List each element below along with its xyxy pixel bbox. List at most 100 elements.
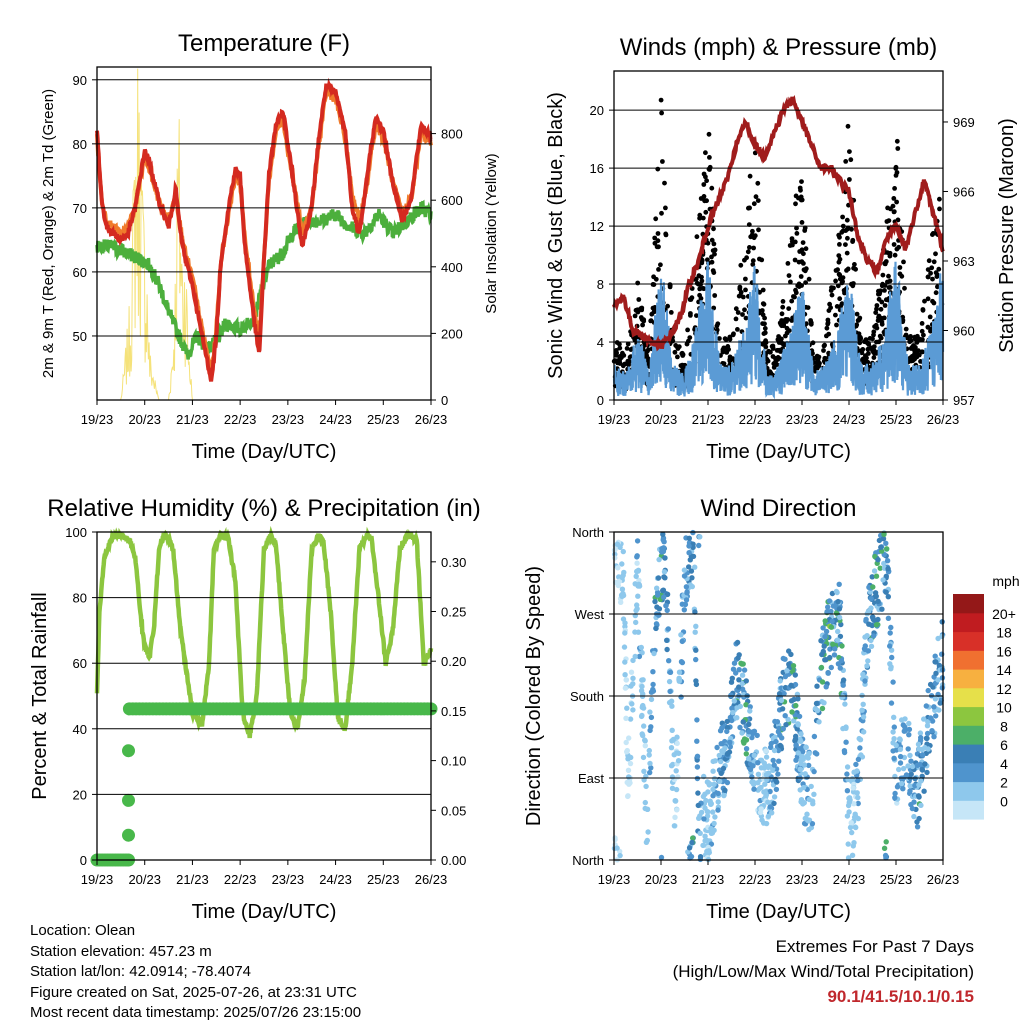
y-tick-label: South: [570, 689, 604, 704]
gust-point: [784, 319, 789, 324]
gust-point: [761, 331, 767, 336]
direction-point: [853, 824, 859, 831]
gust-point: [659, 210, 664, 216]
gust-point: [635, 309, 641, 315]
direction-point: [650, 686, 656, 693]
direction-point: [846, 799, 852, 806]
direction-point: [915, 793, 922, 799]
y-axis-title: Direction (Colored By Speed): [523, 566, 545, 826]
gust-point: [882, 288, 887, 293]
direction-point: [641, 723, 647, 729]
gust-point: [786, 306, 792, 311]
direction-point: [626, 774, 632, 780]
gust-point: [697, 286, 703, 292]
direction-point: [906, 726, 913, 733]
direction-point: [857, 737, 864, 743]
gust-point: [792, 294, 797, 300]
direction-point: [848, 820, 854, 826]
direction-point: [656, 556, 662, 563]
direction-point: [620, 616, 627, 622]
y-tick-label: 0: [597, 393, 604, 408]
direction-point: [798, 799, 804, 805]
gust-point: [799, 179, 804, 185]
direction-point: [862, 678, 868, 684]
direction-point: [633, 607, 639, 614]
x-tick-label: 23/23: [272, 872, 305, 887]
direction-point: [673, 768, 679, 774]
direction-point: [905, 763, 911, 769]
created-text: Figure created on Sat, 2025-07-26, at 23…: [30, 983, 357, 1001]
direction-point: [619, 574, 625, 581]
gust-point: [887, 253, 893, 259]
legend-swatch: [953, 706, 984, 726]
x-tick-label: 20/23: [128, 412, 161, 427]
gust-point: [711, 226, 716, 232]
rainfall-point: [122, 793, 135, 807]
y2-axis-title: Station Pressure (Maroon): [996, 118, 1018, 353]
y2-tick-label: 400: [441, 260, 463, 275]
direction-point: [712, 758, 718, 764]
direction-point: [736, 677, 742, 683]
gust-point: [829, 285, 834, 290]
direction-point: [792, 672, 798, 678]
direction-point: [763, 790, 769, 796]
gust-point: [686, 338, 691, 344]
direction-point: [640, 732, 646, 739]
gust-point: [883, 297, 889, 303]
gust-point: [743, 276, 748, 282]
y2-tick-label: 0.15: [441, 704, 466, 719]
direction-point: [897, 760, 904, 766]
direction-point: [908, 801, 914, 808]
x-axis-title: Time (Day/UTC): [706, 901, 851, 923]
gust-point: [839, 229, 845, 235]
gust-point: [759, 257, 765, 263]
x-tick-label: 25/23: [367, 872, 400, 887]
direction-point: [722, 745, 728, 751]
series-total-rainfall: [90, 702, 438, 867]
y-tick-label: 20: [73, 787, 87, 802]
direction-point: [763, 820, 770, 827]
gust-point: [865, 359, 871, 365]
gust-point: [930, 276, 935, 282]
direction-point: [689, 839, 695, 846]
direction-point: [755, 771, 762, 777]
gust-point: [882, 261, 887, 266]
direction-point: [873, 622, 880, 628]
gust-point: [617, 360, 622, 366]
legend-label: 20+: [992, 606, 1016, 622]
direction-point: [694, 764, 701, 770]
gust-point: [789, 318, 795, 323]
x-tick-label: 24/23: [833, 412, 866, 427]
extremes-value: 90.1/41.5/10.1/0.15: [827, 987, 974, 1006]
direction-point: [737, 703, 743, 710]
direction-point: [915, 741, 922, 747]
gust-point: [712, 251, 717, 257]
series-2m-temperature: [95, 77, 433, 382]
gust-point: [636, 297, 642, 302]
direction-point: [835, 628, 841, 635]
direction-point: [932, 696, 939, 702]
direction-point: [674, 740, 680, 747]
direction-point: [717, 728, 724, 734]
legend-label: 4: [1000, 756, 1008, 772]
direction-point: [797, 766, 803, 772]
direction-point: [728, 692, 734, 698]
direction-point: [825, 670, 831, 676]
direction-point: [767, 804, 773, 810]
direction-point: [771, 762, 777, 768]
gust-point: [825, 321, 831, 327]
direction-point: [619, 586, 626, 592]
direction-point: [722, 787, 728, 793]
direction-point: [705, 780, 712, 786]
y-tick-label: 80: [73, 591, 87, 606]
direction-point: [806, 750, 812, 757]
gust-point: [760, 312, 766, 318]
gust-point: [617, 355, 623, 360]
direction-point: [912, 775, 918, 782]
direction-point: [642, 743, 648, 749]
y2-tick-label: 800: [441, 127, 463, 142]
direction-point: [888, 700, 895, 706]
legend-label: 0: [1000, 793, 1008, 809]
direction-point: [666, 678, 673, 685]
direction-point: [790, 663, 797, 669]
